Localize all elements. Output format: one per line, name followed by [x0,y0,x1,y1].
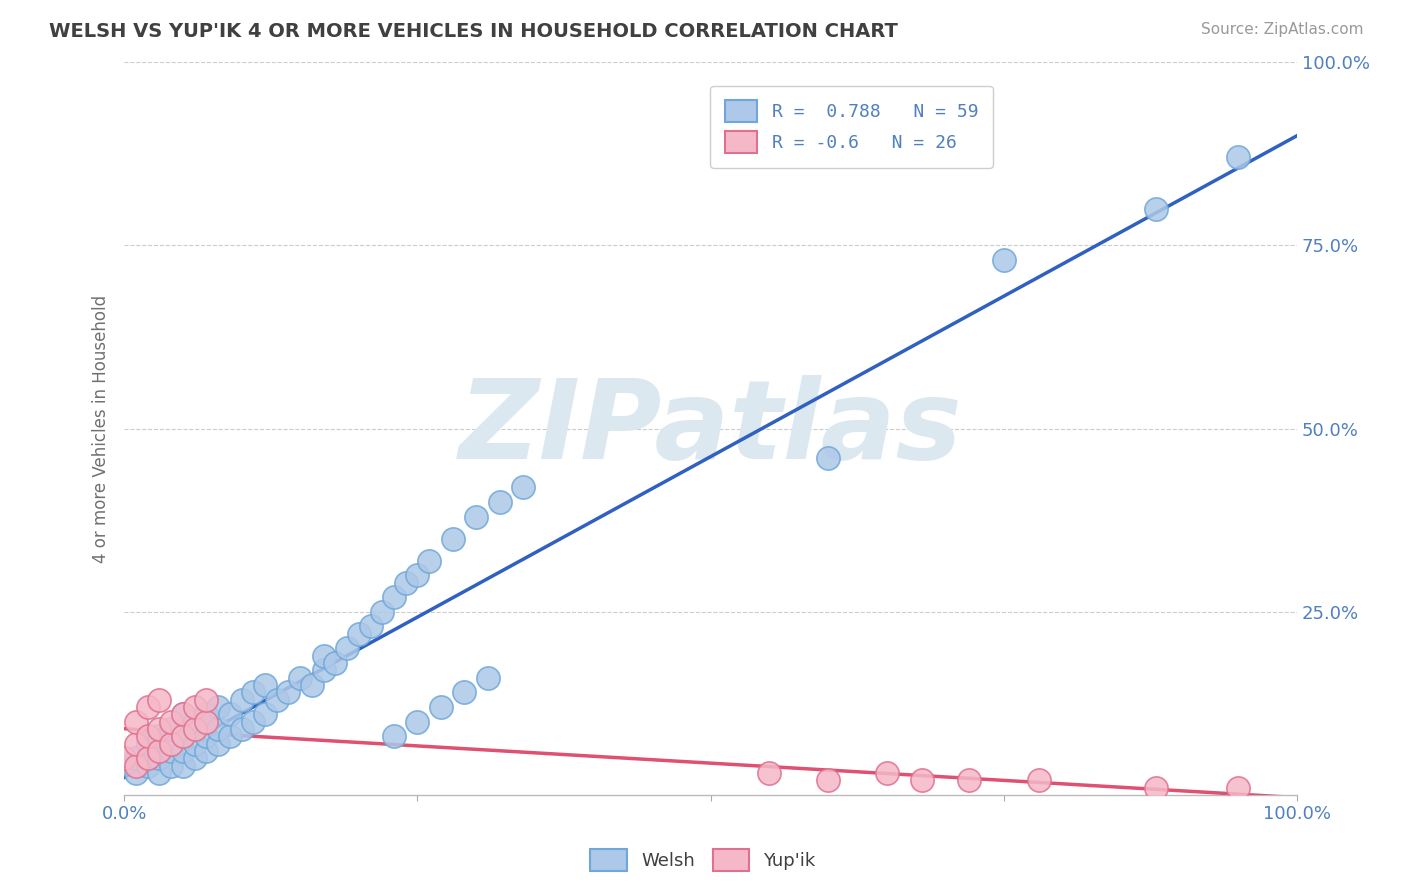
Point [360,619,382,633]
Y-axis label: 4 or more Vehicles in Household: 4 or more Vehicles in Household [93,294,110,563]
Point [758,766,780,780]
Legend: Welsh, Yup'ik: Welsh, Yup'ik [583,842,823,879]
Point [160,737,183,751]
Point [207,700,229,714]
Point [277,685,299,699]
Point [817,450,839,465]
Point [148,730,170,744]
Point [312,664,335,678]
Point [172,707,194,722]
Point [112,751,135,765]
Point [125,737,148,751]
Point [266,693,288,707]
Point [218,730,240,744]
Point [441,532,464,546]
Point [183,722,205,736]
Point [207,737,229,751]
Point [136,700,159,714]
Point [160,722,183,736]
Point [430,700,453,714]
Point [136,751,159,765]
Point [160,758,183,772]
Point [242,714,264,729]
Point [371,605,394,619]
Point [1028,773,1050,788]
Point [195,707,218,722]
Point [876,766,898,780]
Point [195,744,218,758]
Point [382,730,405,744]
Point [207,722,229,736]
Point [1144,780,1167,795]
Text: ZIPatlas: ZIPatlas [458,376,963,482]
Point [957,773,980,788]
Point [172,730,194,744]
Point [172,707,194,722]
Legend: R =  0.788   N = 59, R = -0.6   N = 26: R = 0.788 N = 59, R = -0.6 N = 26 [710,86,993,168]
Point [465,509,488,524]
Point [406,714,429,729]
Point [136,758,159,772]
Point [125,766,148,780]
Point [183,700,205,714]
Point [253,678,276,692]
Point [231,722,253,736]
Point [172,758,194,772]
Point [195,714,218,729]
Point [1227,780,1250,795]
Point [136,730,159,744]
Point [148,751,170,765]
Point [148,693,170,707]
Point [336,641,359,656]
Point [148,766,170,780]
Point [418,553,440,567]
Point [160,714,183,729]
Point [512,480,534,494]
Point [242,685,264,699]
Point [312,648,335,663]
Point [817,773,839,788]
Point [231,693,253,707]
Point [195,730,218,744]
Point [911,773,934,788]
Point [453,685,475,699]
Point [288,671,311,685]
Point [488,495,510,509]
Point [172,744,194,758]
Point [382,590,405,604]
Point [183,751,205,765]
Point [172,730,194,744]
Point [323,656,346,670]
Point [125,714,148,729]
Point [183,714,205,729]
Point [148,722,170,736]
Point [160,744,183,758]
Point [1144,202,1167,216]
Point [1227,150,1250,164]
Point [125,758,148,772]
Point [148,744,170,758]
Text: Source: ZipAtlas.com: Source: ZipAtlas.com [1201,22,1364,37]
Point [125,751,148,765]
Point [136,737,159,751]
Point [218,707,240,722]
Point [253,707,276,722]
Point [395,575,418,590]
Text: WELSH VS YUP'IK 4 OR MORE VEHICLES IN HOUSEHOLD CORRELATION CHART: WELSH VS YUP'IK 4 OR MORE VEHICLES IN HO… [49,22,898,41]
Point [477,671,499,685]
Point [347,627,370,641]
Point [183,737,205,751]
Point [406,568,429,582]
Point [301,678,323,692]
Point [993,253,1015,268]
Point [195,693,218,707]
